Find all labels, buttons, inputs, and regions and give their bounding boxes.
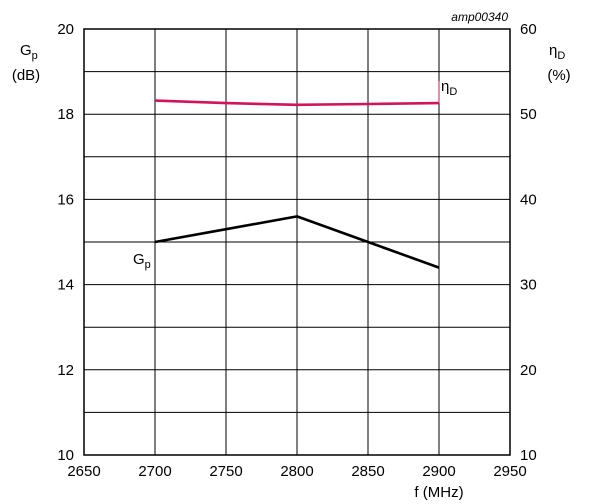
series-label-gp: Gp [133, 251, 151, 271]
y-left-tick-label: 12 [57, 362, 74, 379]
y-left-tick-label: 16 [57, 191, 74, 208]
series-layer [154, 81, 440, 269]
x-tick-label: 2850 [351, 463, 384, 480]
y-left-tick-label: 20 [57, 21, 74, 38]
y-right-axis-label: ηD (%) [547, 42, 570, 84]
x-tick-label: 2950 [493, 463, 526, 480]
series-line-gp [154, 215, 440, 269]
y-left-label-main: Gp [20, 42, 38, 62]
y-right-tick-label: 30 [520, 277, 537, 294]
plot-frame [83, 28, 511, 456]
y-left-tick-label: 14 [57, 277, 74, 294]
y-right-tick-label: 20 [520, 362, 537, 379]
x-tick-label: 2700 [138, 463, 171, 480]
y-right-tick-label: 60 [520, 21, 537, 38]
figure-code-label: amp00340 [451, 10, 508, 24]
series-label-eta-d: ηD [441, 78, 457, 98]
x-tick-label: 2800 [280, 463, 313, 480]
series-line-eta-d [154, 99, 440, 107]
y-right-tick-label: 10 [520, 447, 537, 464]
y-left-axis-label: Gp (dB) [12, 42, 40, 84]
x-axis-label: f (MHz) [414, 484, 463, 501]
y-right-unit: (%) [547, 67, 570, 84]
y-right-tick-label: 50 [520, 106, 537, 123]
x-tick-label: 2750 [209, 463, 242, 480]
y-left-tick-label: 18 [57, 106, 74, 123]
y-left-unit: (dB) [12, 67, 40, 84]
y-right-label-main: ηD [549, 42, 565, 62]
tick-labels: 2650 2700 2750 2800 2850 2900 2950101214161820… [57, 21, 536, 480]
y-right-tick-label: 40 [520, 191, 537, 208]
x-tick-label: 2650 [67, 463, 100, 480]
x-tick-label: 2900 [422, 463, 455, 480]
y-left-tick-label: 10 [57, 447, 74, 464]
